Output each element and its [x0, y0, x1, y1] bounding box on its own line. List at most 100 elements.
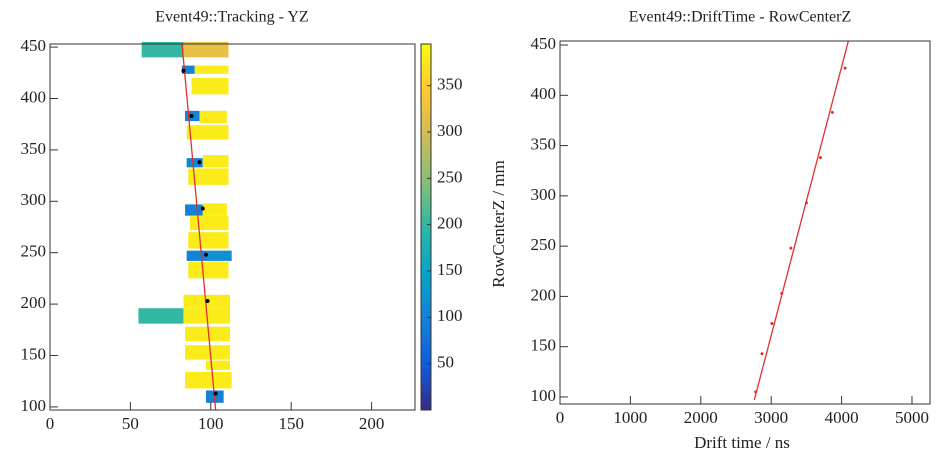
- colorbar-step: [421, 312, 431, 319]
- colorbar-step: [421, 172, 431, 179]
- x-tick-label: 0: [46, 414, 55, 433]
- y-tick-label: 100: [531, 386, 557, 405]
- colorbar-step: [421, 135, 431, 143]
- colorbar-step: [421, 330, 431, 338]
- y-tick-label: 250: [21, 242, 47, 261]
- y-tick-label: 200: [531, 285, 557, 304]
- plot-area: [560, 41, 930, 404]
- heatmap-cell: [191, 77, 229, 95]
- data-point: [760, 352, 764, 356]
- data-point: [789, 246, 793, 250]
- x-tick-label: 4000: [825, 408, 859, 427]
- colorbar-step: [421, 233, 431, 240]
- colorbar-step: [421, 111, 431, 118]
- heatmap-cell: [185, 204, 203, 216]
- chart-title: Event49::DriftTime - RowCenterZ: [629, 9, 852, 26]
- y-tick-label: 350: [531, 134, 557, 153]
- colorbar-step: [421, 227, 431, 234]
- heatmap-cell: [138, 308, 184, 324]
- data-point: [205, 299, 210, 304]
- colorbar-step: [421, 159, 431, 167]
- y-tick-label: 150: [531, 336, 557, 355]
- colorbar-tick-label: 250: [437, 167, 463, 186]
- heatmap-cell: [185, 345, 231, 360]
- colorbar-step: [421, 105, 431, 112]
- heatmap-cell: [186, 158, 203, 168]
- colorbar-tick-label: 50: [437, 353, 454, 372]
- colorbar-step: [421, 129, 431, 136]
- colorbar-step: [421, 196, 431, 204]
- heatmap-cell: [188, 261, 229, 279]
- colorbar-step: [421, 184, 431, 191]
- colorbar-step: [421, 178, 431, 185]
- y-tick-label: 450: [531, 34, 557, 53]
- colorbar-step: [421, 336, 431, 344]
- x-tick-label: 2000: [684, 408, 718, 427]
- colorbar-step: [421, 153, 431, 161]
- heatmap-cell: [141, 41, 184, 58]
- x-tick-label: 200: [359, 414, 385, 433]
- heatmap-cell: [183, 41, 229, 58]
- colorbar-step: [421, 263, 431, 271]
- heatmap-cell: [207, 250, 232, 261]
- colorbar-step: [421, 397, 431, 405]
- colorbar-step: [421, 349, 431, 356]
- heatmap-cell: [185, 371, 232, 389]
- colorbar-step: [421, 80, 431, 88]
- colorbar-step: [421, 373, 431, 380]
- colorbar-step: [421, 306, 431, 313]
- data-point: [181, 68, 186, 73]
- heatmap-cell: [188, 168, 229, 185]
- x-tick-label: 150: [278, 414, 304, 433]
- colorbar-step: [421, 294, 431, 301]
- colorbar-step: [421, 245, 431, 252]
- y-tick-label: 450: [21, 36, 47, 55]
- colorbar-frame: [420, 43, 432, 411]
- colorbar-step: [421, 251, 431, 258]
- colorbar-step: [421, 86, 431, 94]
- colorbar-step: [421, 257, 431, 265]
- x-tick-label: 3000: [754, 408, 788, 427]
- data-point: [830, 110, 834, 114]
- fit-line: [181, 44, 217, 410]
- heatmap-cell: [186, 250, 208, 261]
- colorbar-step: [421, 300, 431, 307]
- colorbar-tick-label: 100: [437, 306, 463, 325]
- colorbar-step: [421, 324, 431, 332]
- colorbar-tick-label: 300: [437, 121, 463, 140]
- data-point: [843, 66, 847, 70]
- colorbar-step: [421, 141, 431, 149]
- colorbar-step: [421, 379, 431, 387]
- colorbar-step: [421, 361, 431, 368]
- colorbar-step: [421, 166, 431, 173]
- y-tick-label: 400: [531, 84, 557, 103]
- y-tick-label: 350: [21, 139, 47, 158]
- heatmap-cell: [181, 65, 195, 74]
- x-tick-label: 100: [198, 414, 224, 433]
- colorbar-step: [421, 117, 431, 124]
- data-point: [200, 206, 205, 211]
- colorbar-step: [421, 318, 431, 326]
- colorbar-step: [421, 123, 431, 130]
- colorbar-step: [421, 239, 431, 246]
- colorbar-step: [421, 208, 431, 216]
- heatmap-cell: [202, 203, 227, 216]
- chart-title: Event49::Tracking - YZ: [155, 9, 308, 26]
- data-point: [203, 252, 208, 257]
- colorbar-step: [421, 391, 431, 399]
- data-point: [189, 113, 194, 118]
- heatmap-cell: [185, 326, 231, 342]
- x-tick-label: 5000: [895, 408, 929, 427]
- colorbar-step: [421, 342, 431, 350]
- x-tick-label: 1000: [613, 408, 647, 427]
- colorbar-step: [421, 355, 431, 362]
- colorbar-step: [421, 281, 431, 289]
- colorbar-step: [421, 385, 431, 393]
- colorbar-step: [421, 147, 431, 155]
- colorbar-step: [421, 275, 431, 283]
- heatmap-cell: [189, 215, 229, 231]
- colorbar-step: [421, 68, 431, 75]
- colorbar-step: [421, 50, 431, 57]
- colorbar-step: [421, 214, 431, 222]
